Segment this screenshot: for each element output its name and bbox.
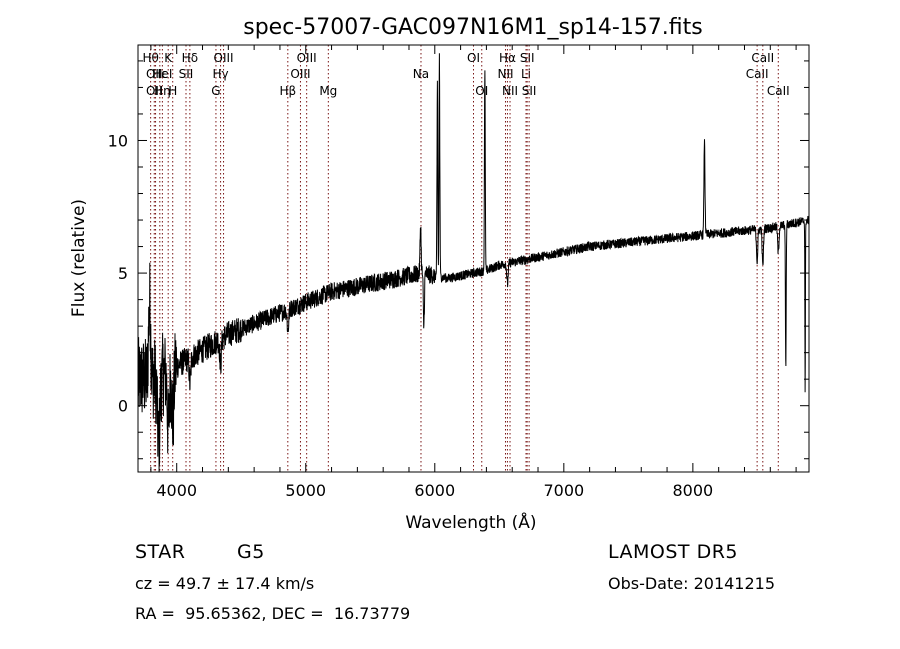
- line-marker-label: CaII: [751, 51, 774, 65]
- line-marker-label: CaII: [767, 84, 790, 98]
- y-axis-ticks: 0 5 10: [108, 60, 809, 460]
- line-marker-label: OII: [146, 84, 163, 98]
- line-marker-label: Hβ: [279, 84, 296, 98]
- x-axis-ticks: 4000 5000 6000 7000 8000: [150, 45, 797, 500]
- line-marker-label: H: [168, 84, 177, 98]
- line-marker-label: G: [211, 84, 220, 98]
- line-marker-label: OI: [467, 51, 480, 65]
- line-marker-label: Hη: [154, 84, 171, 98]
- survey-label: LAMOST DR5: [608, 541, 738, 563]
- line-marker-label: SII: [520, 51, 535, 65]
- line-marker-label: Hα: [499, 51, 516, 65]
- line-marker-label: OI: [475, 84, 488, 98]
- line-marker-label: SII: [179, 67, 194, 81]
- line-marker-label: CaII: [746, 67, 769, 81]
- spectrum-line: [137, 53, 810, 473]
- line-marker-label: NII: [502, 84, 518, 98]
- line-marker-label: Hε: [152, 67, 168, 81]
- line-marker-label: OIII: [214, 51, 234, 65]
- y-tick-label: 0: [118, 397, 128, 416]
- line-marker-label: NII: [497, 67, 513, 81]
- line-marker-label: Na: [413, 67, 429, 81]
- object-class: STAR: [135, 541, 186, 563]
- line-marker-label: Hδ: [182, 51, 198, 65]
- line-marker-label: SII: [522, 84, 537, 98]
- line-marker-label: HeI: [152, 67, 172, 81]
- coordinates: RA = 95.65362, DEC = 16.73779: [135, 604, 411, 623]
- line-marker-label: Hθ: [142, 51, 158, 65]
- x-tick-label: 4000: [156, 481, 197, 500]
- x-tick-label: 5000: [285, 481, 326, 500]
- plot-frame: [137, 44, 810, 473]
- line-marker-label: OIII: [290, 67, 310, 81]
- line-marker-label: Mg: [319, 84, 337, 98]
- line-marker-label: K: [164, 51, 173, 65]
- line-marker-label: OII: [146, 67, 163, 81]
- line-marker-label: Li: [521, 67, 531, 81]
- y-axis-label: Flux (relative): [69, 199, 89, 317]
- chart-title: spec-57007-GAC097N16M1_sp14-157.fits: [243, 15, 703, 40]
- obs-date: Obs-Date: 20141215: [608, 574, 776, 593]
- object-subclass: G5: [237, 541, 265, 563]
- line-marker-label: OIII: [297, 51, 317, 65]
- x-tick-label: 7000: [543, 481, 584, 500]
- y-tick-label: 10: [108, 131, 128, 150]
- x-axis-label: Wavelength (Å): [405, 511, 536, 533]
- x-tick-label: 8000: [673, 481, 714, 500]
- line-markers: HθOIIOIIHεHeIHηKHSIIHδGHγOIIIHβOIIIOIIIM…: [142, 45, 790, 472]
- y-tick-label: 5: [118, 264, 128, 283]
- redshift-readout: cz = 49.7 ± 17.4 km/s: [135, 574, 315, 593]
- line-marker-label: Hγ: [213, 67, 229, 81]
- x-tick-label: 6000: [414, 481, 455, 500]
